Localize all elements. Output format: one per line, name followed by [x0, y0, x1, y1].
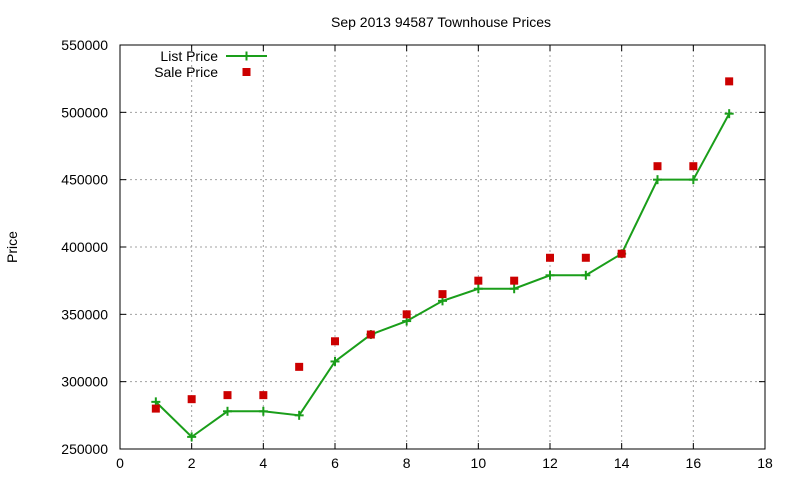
chart-title: Sep 2013 94587 Townhouse Prices [331, 14, 551, 30]
sale-price-point [366, 330, 375, 339]
legend-label: Sale Price [154, 64, 218, 80]
y-tick-label: 300000 [61, 374, 108, 390]
sale-price-point [725, 77, 734, 86]
list-price-point [223, 406, 232, 416]
x-tick-label: 14 [614, 455, 630, 471]
sale-price-point [295, 362, 304, 371]
list-price-point [724, 109, 734, 119]
sale-price-point [474, 276, 483, 285]
x-tick-label: 18 [757, 455, 773, 471]
sale-price-point [402, 310, 411, 319]
y-tick-label: 250000 [61, 441, 108, 457]
list-price-point [581, 270, 591, 280]
sale-price-point [689, 162, 698, 171]
sale-price-point [510, 276, 519, 285]
x-tick-label: 12 [542, 455, 558, 471]
y-tick-label: 500000 [61, 104, 108, 120]
list-price-point [509, 284, 519, 294]
list-price-point [545, 270, 555, 280]
sale-price-point [223, 391, 232, 400]
y-tick-label: 550000 [61, 37, 108, 53]
sale-price-point [653, 162, 662, 171]
sale-price-point [617, 249, 626, 258]
x-tick-label: 6 [331, 455, 339, 471]
list-price-point [688, 175, 698, 185]
sale-price-point [546, 253, 554, 262]
x-tick-label: 8 [403, 455, 411, 471]
y-tick-label: 450000 [61, 172, 108, 188]
legend-label: List Price [160, 48, 218, 64]
x-tick-label: 4 [259, 455, 267, 471]
sale-price-point [151, 404, 160, 413]
list-price-point [187, 432, 197, 442]
legend-marker [242, 51, 251, 61]
x-tick-label: 16 [686, 455, 702, 471]
x-tick-label: 0 [116, 455, 124, 471]
list-price-point [473, 284, 483, 294]
x-tick-label: 10 [471, 455, 487, 471]
y-tick-label: 400000 [61, 239, 108, 255]
legend-entry-sale-price: Sale Price [154, 64, 251, 80]
sale-price-point [259, 391, 268, 400]
y-tick-label: 350000 [61, 306, 108, 322]
x-tick-label: 2 [188, 455, 196, 471]
series-sale-price [151, 77, 734, 413]
data-series [151, 77, 734, 442]
sale-price-point [187, 395, 196, 404]
plot-border [119, 44, 766, 450]
list-price-line [155, 113, 731, 439]
axes: 0 2 4 6 8 10 12 14 16 18 250000 300000 350000 400000 4… [61, 37, 773, 471]
list-price-point [258, 406, 268, 416]
sale-price-point [438, 290, 447, 299]
grid-lines [120, 45, 765, 449]
legend-entry-list-price: List Price [160, 48, 267, 64]
sale-price-point [581, 253, 590, 262]
y-axis-label: Price [4, 231, 20, 263]
list-price-point [294, 410, 304, 420]
list-price-point [653, 175, 662, 185]
legend-marker [242, 68, 251, 76]
list-price-point [330, 356, 340, 366]
sale-price-point [331, 337, 339, 346]
series-list-price [151, 109, 734, 442]
